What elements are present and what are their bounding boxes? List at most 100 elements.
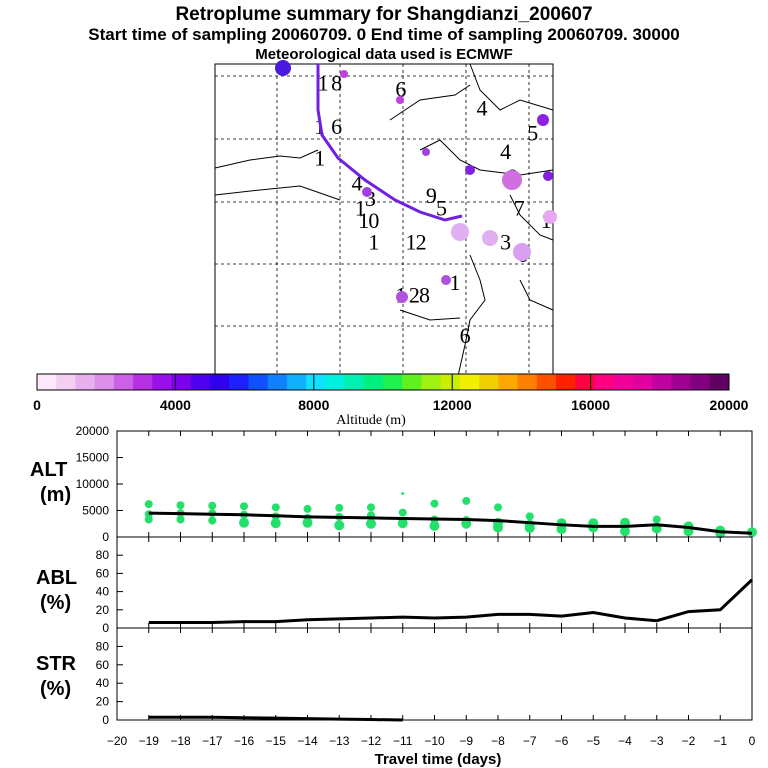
map-dot: [465, 165, 475, 175]
scatter-point: [462, 496, 471, 505]
chart-title: Retroplume summary for Shangdianzi_20060…: [175, 4, 593, 25]
colorbar-cell: [306, 374, 326, 390]
colorbar-cell: [152, 374, 172, 390]
colorbar-cell: [652, 374, 672, 390]
alt-panel: 0 5000 10000 15000 20000: [76, 424, 757, 544]
map-day-label: 0: [368, 208, 379, 233]
scatter-point: [271, 503, 280, 512]
scatter-point: [401, 492, 405, 496]
map-gridlines: [215, 64, 553, 376]
colorbar-cell: [229, 374, 249, 390]
series-line: [148, 511, 753, 535]
map-frame: [214, 63, 554, 377]
y-tick-label: 10000: [76, 477, 110, 491]
map-day-label: 1: [318, 70, 329, 95]
colorbar-cell: [190, 374, 211, 390]
panel-frame: [116, 536, 753, 629]
map-dot: [537, 114, 549, 126]
colorbar-tick-label: 8000: [298, 397, 329, 413]
x-tick-label: −3: [650, 734, 664, 748]
map-dot: [441, 275, 451, 285]
map-dots: [275, 60, 557, 303]
colorbar-cell: [594, 374, 615, 390]
map-dot: [543, 171, 553, 181]
scatter-point: [429, 520, 440, 531]
colorbar-cell: [344, 374, 365, 390]
map-dot: [513, 243, 531, 261]
colorbar-cell: [613, 374, 634, 390]
x-tick-label: 0: [749, 734, 756, 748]
colorbar-cell: [363, 374, 384, 390]
colorbar-cell: [421, 374, 442, 390]
scatter-point: [556, 524, 567, 535]
x-axis-label: Travel time (days): [375, 751, 502, 768]
x-tick-label: −16: [234, 734, 255, 748]
map-day-label: 1: [368, 230, 379, 255]
str-panel: 0 20 40 60 80: [96, 627, 753, 727]
map-day-label: 5: [436, 195, 447, 220]
x-tick-label: −13: [329, 734, 350, 748]
y-tick-label: 0: [102, 621, 109, 635]
y-tick-label: 20: [96, 603, 110, 617]
x-tick-label: −11: [393, 734, 413, 748]
y-tick-label: 40: [96, 585, 110, 599]
abl-axis-label: ABL: [36, 567, 77, 589]
map-day-label: 8: [419, 283, 430, 308]
colorbar-cell: [94, 374, 115, 390]
y-tick-label: 15000: [76, 451, 110, 465]
colorbar-cell: [267, 374, 288, 390]
map-day-label: 2: [416, 230, 427, 255]
map-day-label: 1: [355, 195, 366, 220]
map-day-label: 1: [314, 145, 325, 170]
scatter-point: [208, 501, 217, 510]
colorbar-cell: [690, 374, 711, 390]
map-day-label: 9: [426, 183, 437, 208]
trajectory-map: 18161413101126445861128639571: [214, 60, 557, 377]
str-axis-label: STR: [36, 653, 77, 675]
map-dot: [362, 187, 372, 197]
panel-frame: [116, 627, 753, 721]
colorbar-cell: [632, 374, 653, 390]
x-tick-label: −1: [713, 734, 727, 748]
map-dot: [502, 170, 522, 190]
x-tick-label: −8: [491, 734, 505, 748]
colorbar-cell: [575, 374, 595, 390]
scatter-point: [334, 520, 345, 531]
scatter-point: [240, 502, 248, 511]
x-tick-label: −17: [202, 734, 223, 748]
colorbar-cell: [517, 374, 538, 390]
colorbar-cell: [325, 374, 345, 390]
map-dot: [451, 223, 469, 241]
scatter-point: [620, 526, 630, 537]
colorbar-cell: [37, 374, 57, 390]
y-tick-label: 60: [96, 566, 110, 580]
map-dot: [275, 60, 291, 76]
abl-axis-unit: (%): [40, 592, 71, 614]
y-tick-label: 20000: [76, 424, 110, 438]
map-day-label: 6: [460, 323, 471, 348]
map-dot: [543, 210, 557, 224]
colorbar-cell: [459, 374, 480, 390]
map-day-label: 3: [500, 230, 511, 255]
scatter-point: [397, 518, 408, 529]
x-tick-label: −5: [586, 734, 600, 748]
colorbar-cell: [248, 374, 269, 390]
scatter-point: [367, 503, 375, 512]
map-day-label: 8: [331, 70, 342, 95]
x-tick-label: −14: [297, 734, 318, 748]
str-axis-unit: (%): [40, 678, 71, 700]
scatter-point: [303, 504, 312, 513]
colorbar-tick-label: 0: [33, 397, 41, 413]
colorbar-cell: [286, 374, 307, 390]
x-tick-label: −18: [170, 734, 191, 748]
map-day-label: 7: [514, 195, 525, 220]
x-tick-label: −7: [523, 734, 537, 748]
x-tick-label: −19: [139, 734, 160, 748]
scatter-point: [239, 517, 249, 528]
colorbar-cell: [171, 374, 192, 390]
coastlines: [214, 63, 554, 377]
x-tick-label: −12: [361, 734, 382, 748]
met-data-line: Meteorological data used is ECMWF: [255, 46, 513, 63]
y-tick-label: 80: [96, 639, 110, 653]
x-tick-label: −4: [618, 734, 632, 748]
